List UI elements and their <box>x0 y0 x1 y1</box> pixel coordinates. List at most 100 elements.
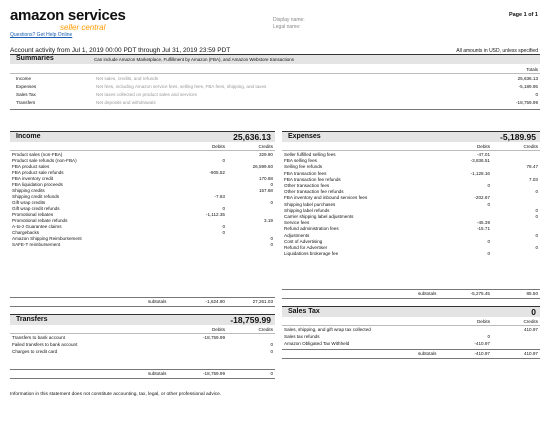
transfers-row-debit: -18,759.99 <box>203 335 225 340</box>
income-total: 25,636.13 <box>233 132 271 142</box>
sales_tax-row-label: Sales tax refunds <box>284 334 320 339</box>
sales_tax-row-debit: 0 <box>487 334 490 339</box>
transfers-row-credit: 0 <box>270 349 273 354</box>
income-row-label: Promotional rebate refunds <box>12 218 68 223</box>
expenses-subtotal-rule <box>282 289 540 290</box>
income-row-debit: 0 <box>222 158 225 163</box>
income-row-label: SAFE-T reimbursement <box>12 242 61 247</box>
income-row-label: FBA inventory credit <box>12 176 54 181</box>
expenses-row-credit: 0 <box>535 207 538 213</box>
income-subtotal-bottom-rule <box>10 306 275 307</box>
summaries-band <box>10 54 540 64</box>
income-row-label: Promotional rebates <box>12 212 54 217</box>
sales_tax-divider <box>282 325 540 326</box>
income-row-label: FBA product sale refunds <box>12 170 64 175</box>
expenses-row-label: Shipping label refunds <box>284 207 330 213</box>
expenses-row-label: Seller fulfilled selling fees <box>284 152 336 157</box>
income-row-credit: 329.90 <box>258 152 273 157</box>
totals-header: Totals <box>526 67 538 72</box>
income-band <box>10 131 275 142</box>
transfers-subtotal-bottom-rule <box>10 378 275 379</box>
expenses-row-label: Refund for Advertiser <box>284 245 328 250</box>
income-row-label: Gift wrap credit refunds <box>12 206 60 211</box>
sales_tax-credits-header: Credits <box>523 319 538 324</box>
income-subtotal-debits: -1,624.90 <box>205 299 225 304</box>
summary-row-label: Sales Tax <box>16 92 36 97</box>
expenses-row-label: Adjustments <box>284 232 310 238</box>
sales_tax-row-debit: -410.97 <box>474 341 490 346</box>
income-subtotals-label: subtotals <box>148 299 167 304</box>
seller-central-logo: seller central <box>60 23 106 32</box>
expenses-row-credit: 78.47 <box>526 164 539 170</box>
expenses-row-debit: 0 <box>487 238 490 244</box>
expenses-row-debit: -3,836.51 <box>470 158 490 164</box>
expenses-row-label: Carrier shipping label adjustments <box>284 214 354 219</box>
summary-row-desc: Net fees, including Amazon service fees,… <box>96 84 267 89</box>
expenses-row-credit: 0 <box>535 245 538 250</box>
income-row-debit: -905.52 <box>209 170 225 175</box>
income-row-debit: 0 <box>222 206 225 211</box>
sales_tax-subtotal-bottom-rule <box>282 358 540 359</box>
sales_tax-debits-header: Debits <box>476 319 490 324</box>
transfers-credits-header: Credits <box>258 327 273 332</box>
sales_tax-band <box>282 306 540 317</box>
expenses-row-debit: -15.71 <box>476 226 490 232</box>
expenses-row-credit: 0 <box>535 214 538 219</box>
transfers-subtotal-rule <box>10 369 275 370</box>
transfers-total: -18,759.99 <box>230 315 271 325</box>
expenses-row-credit: 0 <box>535 189 538 195</box>
expenses-subtotals-label: subtotals <box>418 291 437 296</box>
currency-note: All amounts in USD, unless specified <box>456 48 538 54</box>
disclaimer: Information in this statement does not c… <box>10 392 222 397</box>
help-link[interactable]: Questions? Get Help Online <box>10 32 73 38</box>
summary-row-desc: Net taxes collected on product sales and… <box>96 92 197 97</box>
expenses-row-debit: -202.67 <box>474 195 490 201</box>
expenses-total: -5,189.95 <box>500 132 536 142</box>
income-credits-header: Credits <box>258 144 273 149</box>
income-row-label: Gift wrap credits <box>12 200 46 205</box>
sales_tax-title: Sales Tax <box>288 308 320 315</box>
income-row-debit: -7.63 <box>214 194 225 199</box>
expenses-row-label: FBA inventory and inbound services fees <box>284 195 368 201</box>
transfers-band <box>10 314 275 325</box>
summaries-bottom-rule <box>10 109 540 110</box>
sales_tax-subtotal-debits: -410.97 <box>474 351 490 356</box>
income-row-label: A-to-z Guarantee claims <box>12 224 62 229</box>
transfers-debits-header: Debits <box>211 327 225 332</box>
expenses-row-credit: 0 <box>535 232 538 238</box>
summary-row-label: Income <box>16 76 32 81</box>
expenses-row-label: FBA transaction fees <box>284 170 327 176</box>
amazon-services-logo: amazon services <box>10 7 126 24</box>
income-row-label: Product sale refunds (non-FBA) <box>12 158 77 163</box>
summary-row-total: 0 <box>535 92 538 97</box>
expenses-band <box>282 131 540 142</box>
statement-period: Account activity from Jul 1, 2019 00:00 … <box>10 47 231 54</box>
expenses-subtotal-credits: 85.50 <box>526 291 539 296</box>
income-row-label: FBA liquidation proceeds <box>12 182 63 187</box>
summary-row-total: -5,189.95 <box>518 84 538 89</box>
expenses-row-debit: 0 <box>487 201 490 207</box>
expenses-row-credit: 7.03 <box>529 176 538 182</box>
expenses-row-label: Shipping label purchases <box>284 201 336 207</box>
sales_tax-subtotal-rule <box>282 349 540 350</box>
income-row-label: Product sales (non-FBA) <box>12 152 63 157</box>
income-row-label: FBA product sales <box>12 164 50 169</box>
sales_tax-total: 0 <box>531 307 536 317</box>
expenses-row-label: Other transaction fees <box>284 183 330 188</box>
expenses-row-debit: -47.01 <box>476 152 490 157</box>
expenses-title: Expenses <box>288 133 321 140</box>
transfers-subtotal-credits: 0 <box>270 371 273 376</box>
income-row-debit: 0 <box>222 230 225 235</box>
income-row-credit: 170.68 <box>258 176 273 181</box>
expenses-row-debit: 0 <box>487 251 490 257</box>
income-row-debit: 0 <box>222 224 225 229</box>
summaries-note: Can include Amazon Marketplace, Fulfillm… <box>94 57 295 62</box>
transfers-subtotals-label: subtotals <box>148 371 167 376</box>
sales_tax-subtotals-label: subtotals <box>418 351 437 356</box>
expenses-subtotal-debits: -5,275.45 <box>470 291 490 296</box>
income-row-credit: 0 <box>270 242 273 247</box>
expenses-subtotal-bottom-rule <box>282 298 540 299</box>
income-row-credit: 0 <box>270 182 273 187</box>
income-row-credit: 26,599.60 <box>252 164 273 169</box>
transfers-title: Transfers <box>16 316 48 323</box>
